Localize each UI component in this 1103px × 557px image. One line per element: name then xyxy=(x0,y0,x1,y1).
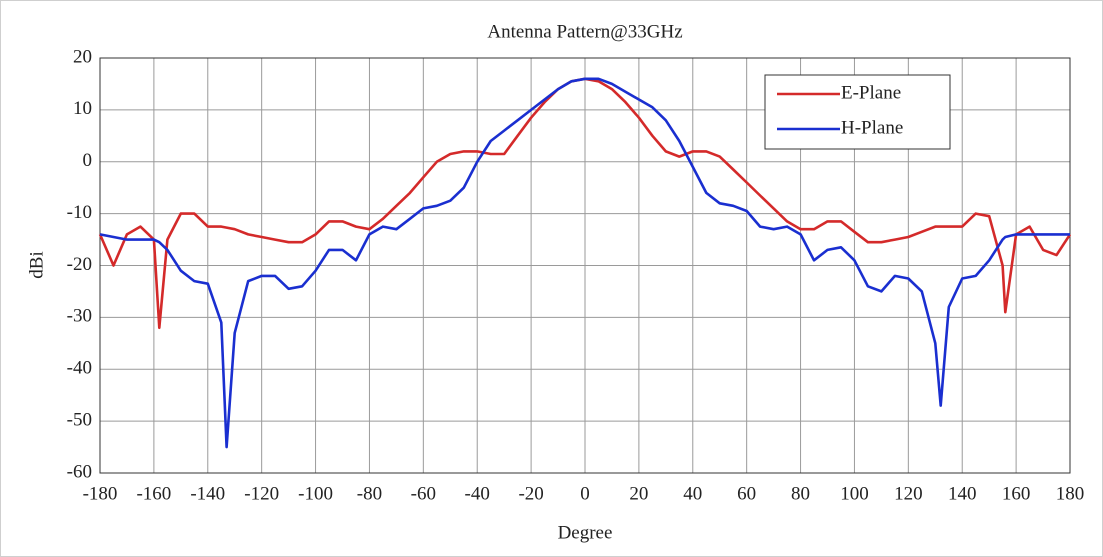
x-axis-label: Degree xyxy=(558,522,613,543)
x-tick-label: 180 xyxy=(1056,483,1085,504)
x-tick-label: -160 xyxy=(136,483,171,504)
x-tick-label: -180 xyxy=(83,483,118,504)
y-tick-label: -30 xyxy=(67,306,92,327)
x-tick-label: -100 xyxy=(298,483,333,504)
y-tick-label: -40 xyxy=(67,358,92,379)
x-tick-label: -140 xyxy=(190,483,225,504)
x-tick-label: 160 xyxy=(1002,483,1031,504)
x-tick-label: -60 xyxy=(411,483,436,504)
y-tick-label: 10 xyxy=(73,98,92,119)
x-tick-label: 60 xyxy=(737,483,756,504)
y-axis-label: dBi xyxy=(26,251,47,278)
y-tick-label: -60 xyxy=(67,461,92,482)
legend-box xyxy=(764,74,951,150)
plot-border xyxy=(99,57,1071,474)
legend-label: E-Plane xyxy=(841,82,901,103)
x-tick-label: 140 xyxy=(948,483,977,504)
y-tick-label: -10 xyxy=(67,202,92,223)
line-series xyxy=(99,77,1070,449)
legend-label: H-Plane xyxy=(841,117,903,138)
x-tick-label: -80 xyxy=(357,483,382,504)
y-tick-label: -50 xyxy=(67,409,92,430)
x-tick-label: -20 xyxy=(518,483,543,504)
x-tick-label: 0 xyxy=(580,483,590,504)
x-tick-label: 20 xyxy=(629,483,648,504)
y-tick-label: 0 xyxy=(83,150,93,171)
x-tick-label: 40 xyxy=(683,483,702,504)
chart-title: Antenna Pattern@33GHz xyxy=(487,21,682,42)
y-tick-label: -20 xyxy=(67,254,92,275)
x-tick-label: -40 xyxy=(465,483,490,504)
x-tick-label: -120 xyxy=(244,483,279,504)
x-tick-label: 80 xyxy=(791,483,810,504)
x-tick-label: 120 xyxy=(894,483,923,504)
x-tick-label: 100 xyxy=(840,483,869,504)
y-tick-label: 20 xyxy=(73,46,92,67)
